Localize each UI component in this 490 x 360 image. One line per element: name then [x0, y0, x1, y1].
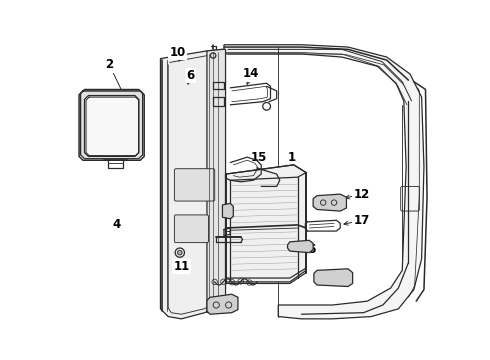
Circle shape [177, 250, 182, 255]
FancyBboxPatch shape [174, 215, 209, 243]
Text: 5: 5 [226, 204, 234, 217]
Polygon shape [224, 45, 424, 319]
Polygon shape [160, 49, 222, 319]
Text: 4: 4 [113, 219, 121, 231]
Text: 6: 6 [187, 69, 195, 82]
Text: 7: 7 [249, 228, 258, 240]
Polygon shape [84, 95, 139, 156]
Text: 15: 15 [251, 150, 267, 164]
FancyBboxPatch shape [174, 169, 215, 201]
Polygon shape [81, 89, 143, 159]
Text: 2: 2 [105, 58, 113, 71]
Text: 13: 13 [332, 275, 348, 288]
Polygon shape [288, 240, 313, 253]
Text: 17: 17 [354, 214, 370, 227]
Text: 12: 12 [354, 188, 370, 201]
Polygon shape [314, 269, 353, 287]
Polygon shape [207, 294, 238, 314]
Text: 1: 1 [288, 150, 296, 164]
Text: 3: 3 [231, 223, 239, 236]
Text: 16: 16 [301, 243, 318, 256]
Text: 8: 8 [249, 271, 258, 284]
Polygon shape [225, 165, 306, 282]
Text: 9: 9 [222, 298, 230, 311]
Polygon shape [313, 194, 346, 211]
Polygon shape [207, 49, 225, 313]
Text: 14: 14 [243, 67, 259, 81]
Polygon shape [222, 203, 233, 219]
Text: 11: 11 [173, 260, 190, 273]
Text: 10: 10 [170, 46, 186, 59]
